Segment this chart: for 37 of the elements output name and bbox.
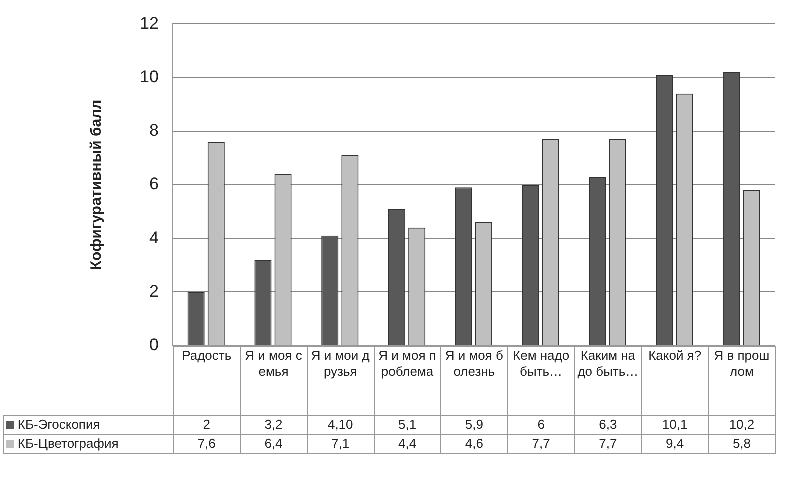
legend-label: КБ-Цветография [3, 434, 174, 454]
y-tick-label: 12 [140, 14, 159, 33]
x-tick-label: Я и мои друзья [307, 346, 374, 416]
data-label: 4,6 [440, 434, 508, 454]
x-tick-label: Я и моя проблема [374, 346, 441, 416]
x-tick-label: Какой я? [642, 346, 709, 416]
x-tick-label: Кем надо быть… [508, 346, 575, 416]
data-label: 10,1 [642, 415, 709, 434]
data-label: 6 [508, 415, 575, 434]
legend-label: КБ-Эгоскопия [3, 415, 174, 434]
data-label: 4,10 [307, 415, 374, 434]
x-tick-label: Я в прошлом [708, 346, 776, 416]
data-label: 7,6 [173, 434, 240, 454]
y-tick-label: 4 [149, 228, 159, 248]
data-label: 7,7 [574, 434, 642, 454]
y-tick-label: 0 [149, 335, 159, 354]
x-tick-label: Радость [173, 346, 240, 416]
data-label: 3,2 [240, 415, 308, 434]
data-label: 7,7 [508, 434, 575, 454]
data-label: 5,1 [374, 415, 441, 434]
y-tick-label: 2 [149, 282, 159, 301]
x-tick-label: Я и моя семья [240, 346, 308, 416]
data-label: 7,1 [307, 434, 374, 454]
data-label: 10,2 [708, 415, 776, 434]
x-tick-label: Я и моя болезнь [440, 346, 508, 416]
data-label: 9,4 [642, 434, 709, 454]
data-label: 2 [173, 415, 240, 434]
data-label: 6,3 [574, 415, 642, 434]
y-tick-label: 10 [140, 67, 159, 86]
data-label: 4,4 [374, 434, 441, 454]
data-label: 5,8 [708, 434, 776, 454]
y-axis-title: Кофигуративный балл [88, 100, 106, 270]
y-tick-label: 8 [149, 121, 159, 140]
data-label: 6,4 [240, 434, 308, 454]
data-label: 5,9 [440, 415, 508, 434]
y-tick-label: 6 [149, 174, 159, 194]
x-tick-label: Каким надо быть… [574, 346, 642, 416]
